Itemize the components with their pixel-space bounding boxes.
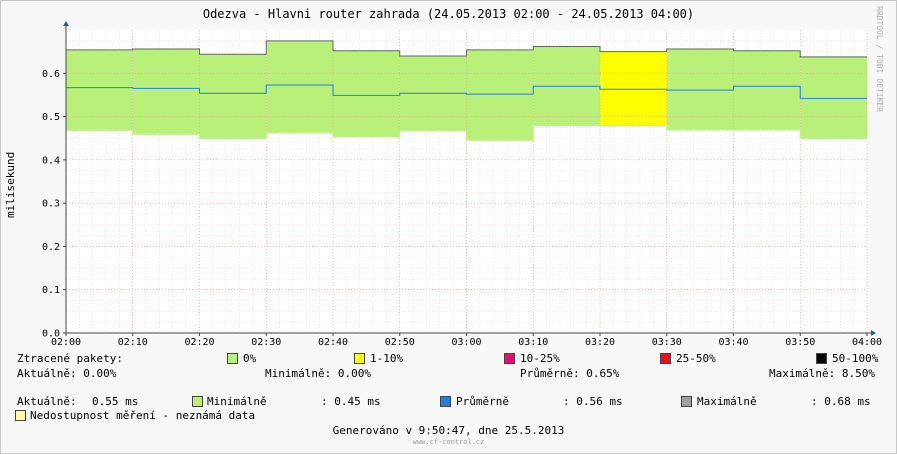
site-text: www.cf-control.cz xyxy=(412,438,485,446)
avg-swatch xyxy=(440,396,451,407)
x-tick-label: 02:50 xyxy=(385,337,415,348)
loss-band-03:50 xyxy=(800,56,867,139)
loss-band-03:30 xyxy=(666,49,734,130)
loss-label-4: 50-100% xyxy=(832,352,879,365)
chart-area: 02:00 02:10 02:20 02:30 02:40 02:50 03:00 03:10… xyxy=(42,21,882,348)
resp-current-value: 0.55 ms xyxy=(92,395,139,408)
y-tick-label: 0.1 xyxy=(42,285,60,296)
y-tick-label: 0.2 xyxy=(42,242,60,253)
loss-band-02:20 xyxy=(199,54,267,139)
x-tick-label: 02:20 xyxy=(184,337,214,348)
x-tick-label: 03:10 xyxy=(518,337,548,348)
max-swatch xyxy=(681,396,692,407)
min-swatch xyxy=(192,396,203,407)
chart-title: Odezva - Hlavni router zahrada (24.05.20… xyxy=(202,7,695,21)
y-tick-label: 0.4 xyxy=(42,155,60,166)
loss-min: Minimálně: 0.00% xyxy=(265,367,371,380)
y-tick-label: 0.0 xyxy=(42,329,60,340)
loss-band-02:30 xyxy=(266,40,333,134)
resp-avg-label: Průměrně xyxy=(456,395,509,408)
loss-label-3: 25-50% xyxy=(676,352,716,365)
loss-band-02:00 xyxy=(66,49,133,131)
y-tick-label: 0.5 xyxy=(42,112,60,123)
x-tick-label: 03:40 xyxy=(718,337,748,348)
loss-title: Ztracené pakety: xyxy=(17,352,123,365)
loss-swatch-0 xyxy=(227,353,238,364)
loss-label-1: 1-10% xyxy=(370,352,404,365)
y-tick-label: 0.3 xyxy=(42,199,60,210)
series-line-avg xyxy=(66,84,867,99)
loss-swatch-4 xyxy=(816,353,827,364)
x-tick-label: 03:30 xyxy=(652,337,682,348)
x-tick-label: 03:50 xyxy=(785,337,815,348)
series-line-max xyxy=(66,40,867,58)
loss-swatch-1 xyxy=(354,353,365,364)
loss-band-03:00 xyxy=(466,49,534,141)
loss-swatch-3 xyxy=(660,353,671,364)
y-tick-label: 0.6 xyxy=(42,69,60,80)
loss-label-2: 10-25% xyxy=(520,352,560,365)
x-tick-label: 04:00 xyxy=(852,337,882,348)
loss-swatch-2 xyxy=(504,353,515,364)
resp-current-label: Aktuálně: xyxy=(17,395,77,408)
resp-min-label: Minimálně xyxy=(207,395,267,408)
resp-max-value: : 0.68 ms xyxy=(811,395,871,408)
loss-band-03:40 xyxy=(733,50,801,130)
x-tick-label: 03:20 xyxy=(585,337,615,348)
x-tick-label: 02:40 xyxy=(318,337,348,348)
x-tick-label: 02:00 xyxy=(51,337,81,348)
resp-min-value: : 0.45 ms xyxy=(321,395,381,408)
loss-band-03:20 xyxy=(600,51,667,126)
loss-label-0: 0% xyxy=(243,352,257,365)
x-tick-label: 02:10 xyxy=(118,337,148,348)
nodata-swatch xyxy=(15,410,26,421)
nodata-label: Nedostupnost měření - neznámá data xyxy=(30,409,256,422)
loss-band-02:40 xyxy=(333,50,400,137)
series-line-min xyxy=(66,125,867,141)
resp-avg-value: : 0.56 ms xyxy=(563,395,623,408)
resp-max-label: Maximálně xyxy=(697,395,757,408)
x-tick-label: 03:00 xyxy=(451,337,481,348)
y-axis-arrow xyxy=(63,21,69,26)
loss-max: Maximálně: 8.50% xyxy=(769,367,875,380)
x-tick-label: 02:30 xyxy=(251,337,281,348)
loss-band-02:10 xyxy=(132,49,200,135)
loss-current: Aktuálně: 0.00% xyxy=(17,367,117,380)
x-axis-arrow xyxy=(871,330,876,336)
generated-text: Generováno v 9:50:47, dne 25.5.2013 xyxy=(332,424,565,437)
loss-avg: Průměrně: 0.65% xyxy=(520,367,620,380)
